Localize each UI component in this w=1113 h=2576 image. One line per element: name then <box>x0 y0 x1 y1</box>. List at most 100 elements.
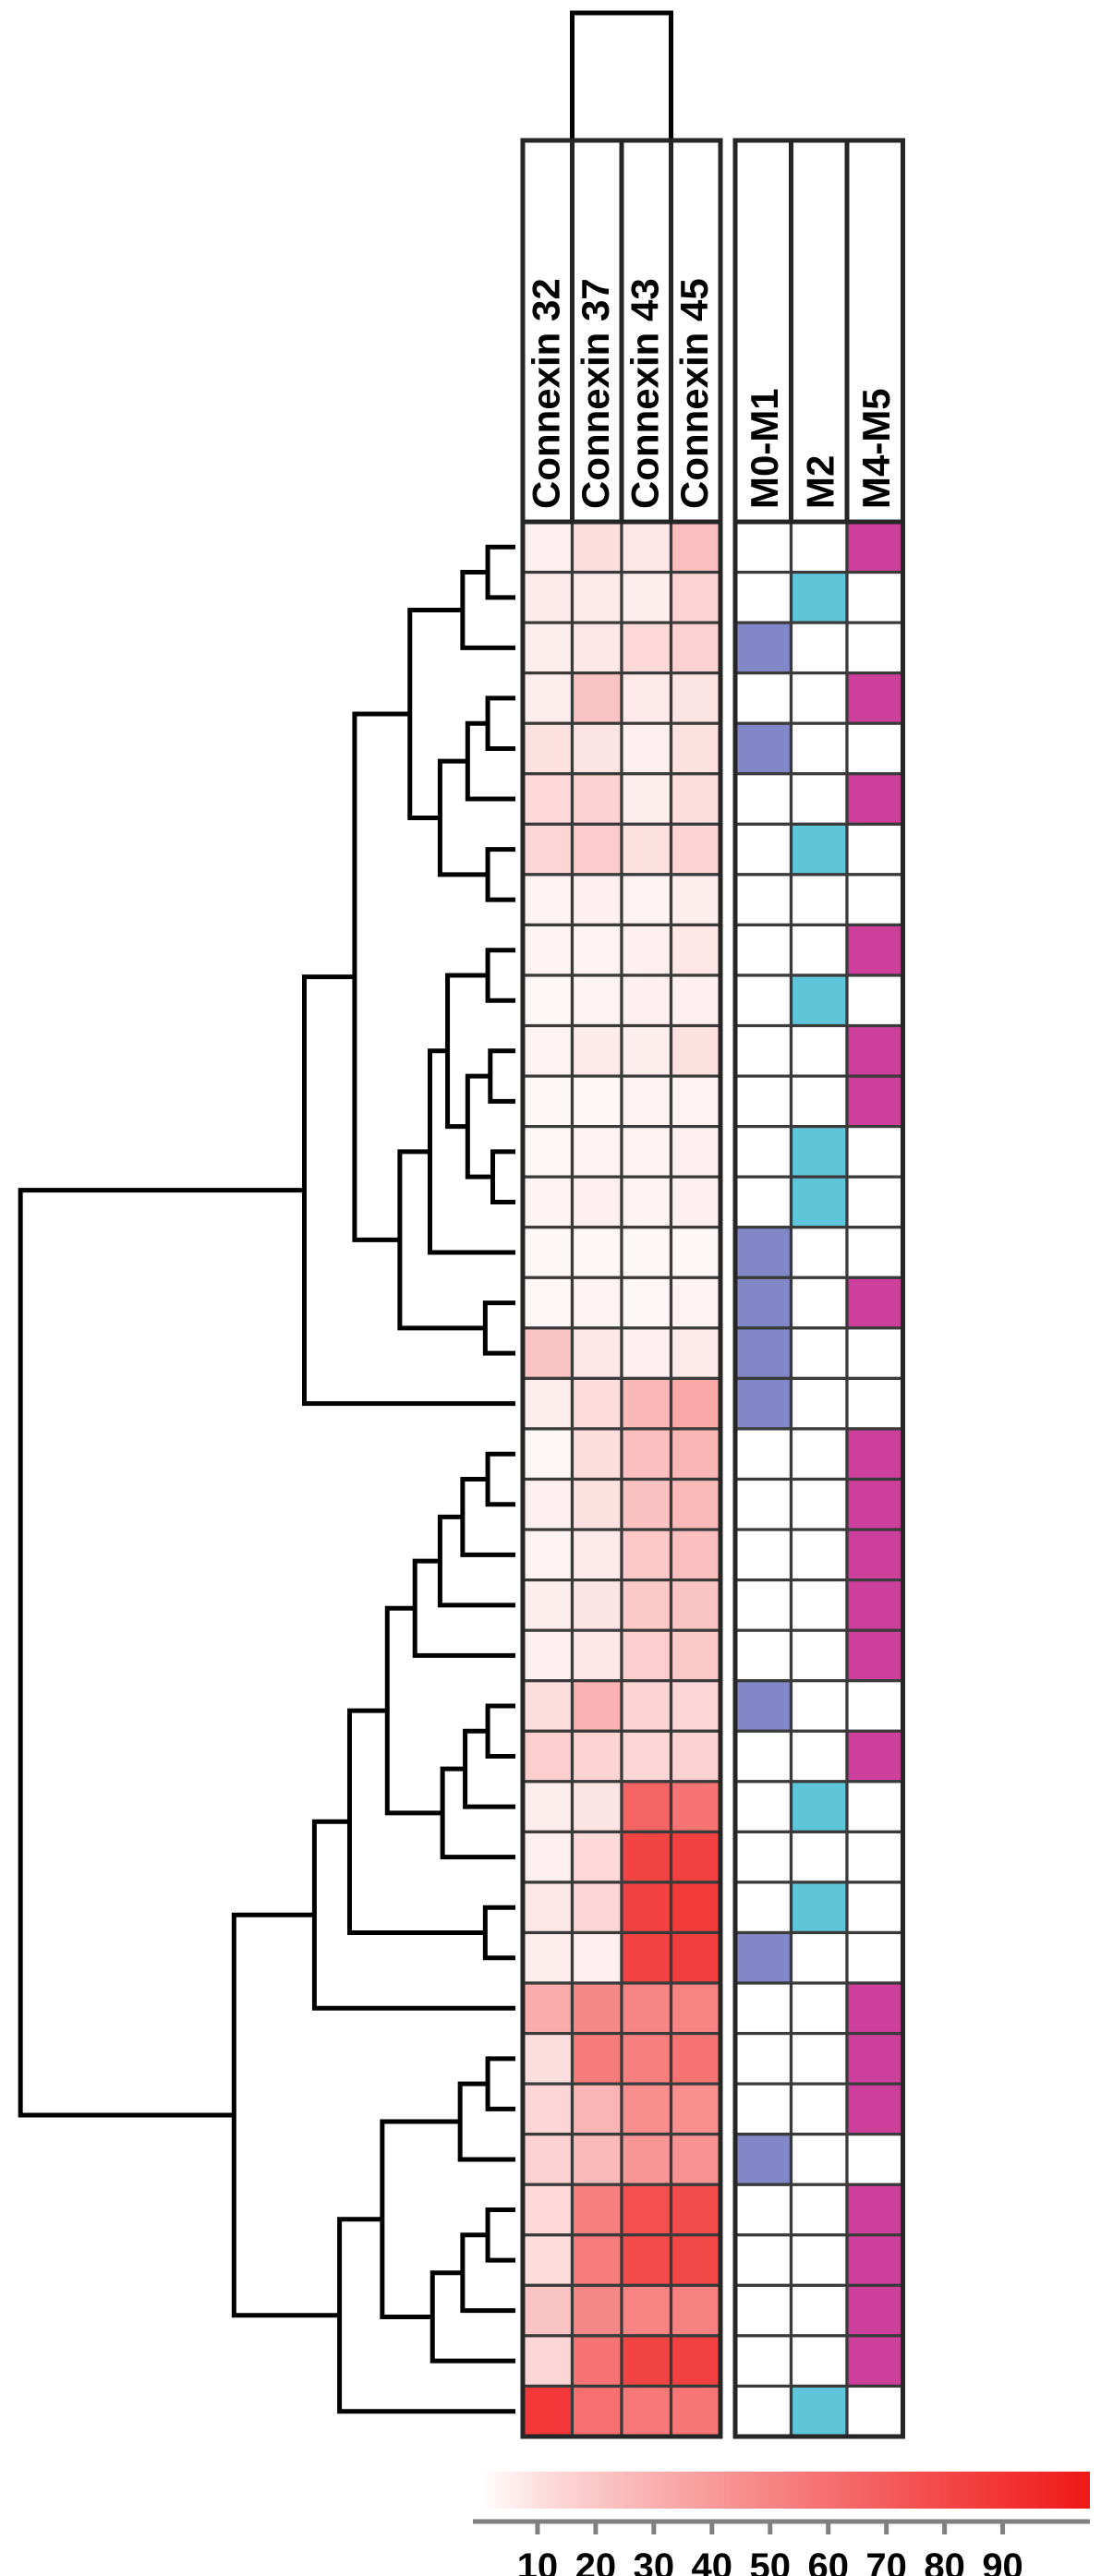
annotation-cell <box>845 1881 905 1935</box>
heatmap-cell <box>570 2082 623 2136</box>
heatmap-cell <box>570 1578 623 1632</box>
heatmap-cell <box>521 2384 575 2438</box>
heatmap-cell <box>669 1326 722 1380</box>
annotation-cell <box>845 1326 905 1380</box>
annotation-cell <box>789 1780 849 1833</box>
annotation-cell <box>733 2082 793 2136</box>
annotation-cell <box>789 1477 849 1531</box>
annotation-cell <box>733 1881 793 1935</box>
annotation-cell <box>845 2183 905 2237</box>
annotation-header-cell <box>844 138 905 525</box>
annotation-cell <box>789 2031 849 2086</box>
annotation-cell <box>789 974 849 1028</box>
annotation-cell <box>733 2283 793 2338</box>
annotation-cell <box>789 1125 849 1179</box>
annotation-cell <box>789 621 849 675</box>
heatmap-cell <box>620 873 673 927</box>
color-legend: 10 20 30 40 50 60 70 80 90 <box>473 2472 1090 2576</box>
heatmap-cell <box>620 721 673 776</box>
heatmap-body <box>521 520 722 2438</box>
heatmap-cell <box>521 2133 575 2186</box>
heatmap-cell <box>570 1881 623 1935</box>
heatmap-cell <box>570 1023 623 1078</box>
annotation-cell <box>789 1679 849 1733</box>
heatmap-cell <box>669 1074 722 1129</box>
heatmap-cell <box>620 2133 673 2186</box>
annotation-cell <box>789 1023 849 1078</box>
heatmap-cell <box>669 1023 722 1078</box>
heatmap-cell <box>570 822 623 877</box>
dendrogram-link <box>18 1188 305 2118</box>
heatmap-cell <box>521 2082 575 2136</box>
heatmap-cell <box>570 923 623 977</box>
annotation-cell <box>733 721 793 776</box>
column-headers: Connexin 32 Connexin 37 Connexin 43 Connexi… <box>520 138 905 525</box>
annotation-cell <box>789 1930 849 1985</box>
heatmap-cell <box>521 570 575 624</box>
annotation-cell <box>845 1780 905 1833</box>
heatmap-cell <box>570 974 623 1028</box>
annotation-cell <box>845 1729 905 1784</box>
annotation-cell <box>733 2233 793 2287</box>
heatmap-cell <box>669 2233 722 2287</box>
annotation-cell <box>733 1276 793 1330</box>
annotation-cell <box>733 1578 793 1632</box>
heatmap-cell <box>620 1930 673 1985</box>
heatmap-cell <box>669 1578 722 1632</box>
annotation-cell <box>789 671 849 725</box>
heatmap-cell <box>669 974 722 1028</box>
heatmap-cell <box>669 1226 722 1279</box>
heatmap-cell <box>620 1376 673 1431</box>
annotation-cell <box>733 2183 793 2237</box>
heatmap-cell <box>570 1276 623 1330</box>
heatmap-cell <box>620 1528 673 1582</box>
annotation-cell <box>789 721 849 776</box>
heatmap-cell <box>620 1729 673 1784</box>
heatmap-cell <box>570 2133 623 2186</box>
annotation-cell <box>789 1881 849 1935</box>
heatmap-cell <box>669 1528 722 1582</box>
heatmap-cell <box>669 1175 722 1229</box>
annotation-cell <box>789 822 849 877</box>
annotation-cell <box>789 1175 849 1229</box>
heatmap-cell <box>570 1981 623 2036</box>
heatmap-cell <box>521 520 575 574</box>
heatmap-cell <box>521 1023 575 1078</box>
heatmap-cell <box>521 1427 575 1482</box>
heatmap-cell <box>570 671 623 725</box>
heatmap-cell <box>669 2283 722 2338</box>
heatmap-cell <box>521 1125 575 1179</box>
heatmap-cell <box>521 1981 575 2036</box>
heatmap-cell <box>521 1830 575 1884</box>
annotation-cell <box>845 570 905 624</box>
heatmap-cell <box>669 873 722 927</box>
heatmap-cell <box>570 1326 623 1380</box>
dendrogram-link <box>485 2207 515 2263</box>
heatmap-cell <box>620 520 673 574</box>
heatmap-cell <box>521 1930 575 1985</box>
annotation-cell <box>733 923 793 977</box>
annotation-cell <box>789 520 849 574</box>
annotation-cell <box>789 1427 849 1482</box>
heatmap-cell <box>521 1326 575 1380</box>
legend-gradient-bar <box>479 2472 1090 2509</box>
heatmap-cell <box>669 2334 722 2389</box>
heatmap-cell <box>521 1578 575 1632</box>
heatmap-cell <box>620 772 673 826</box>
annotation-cell <box>845 2384 905 2438</box>
annotation-cell <box>789 1326 849 1380</box>
legend-tick-label: 80 <box>924 2546 965 2576</box>
heatmap-cell <box>669 1679 722 1733</box>
heatmap-cell <box>570 520 623 574</box>
annotation-cell <box>789 1276 849 1330</box>
column-header-cell <box>570 138 624 525</box>
heatmap-cell <box>521 923 575 977</box>
heatmap-cell <box>570 1780 623 1833</box>
heatmap-cell <box>620 570 673 624</box>
heatmap-cell <box>521 1679 575 1733</box>
annotation-cell <box>733 1326 793 1380</box>
heatmap-cell <box>620 1074 673 1129</box>
heatmap-cell <box>620 671 673 725</box>
column-header-cell <box>619 138 673 525</box>
